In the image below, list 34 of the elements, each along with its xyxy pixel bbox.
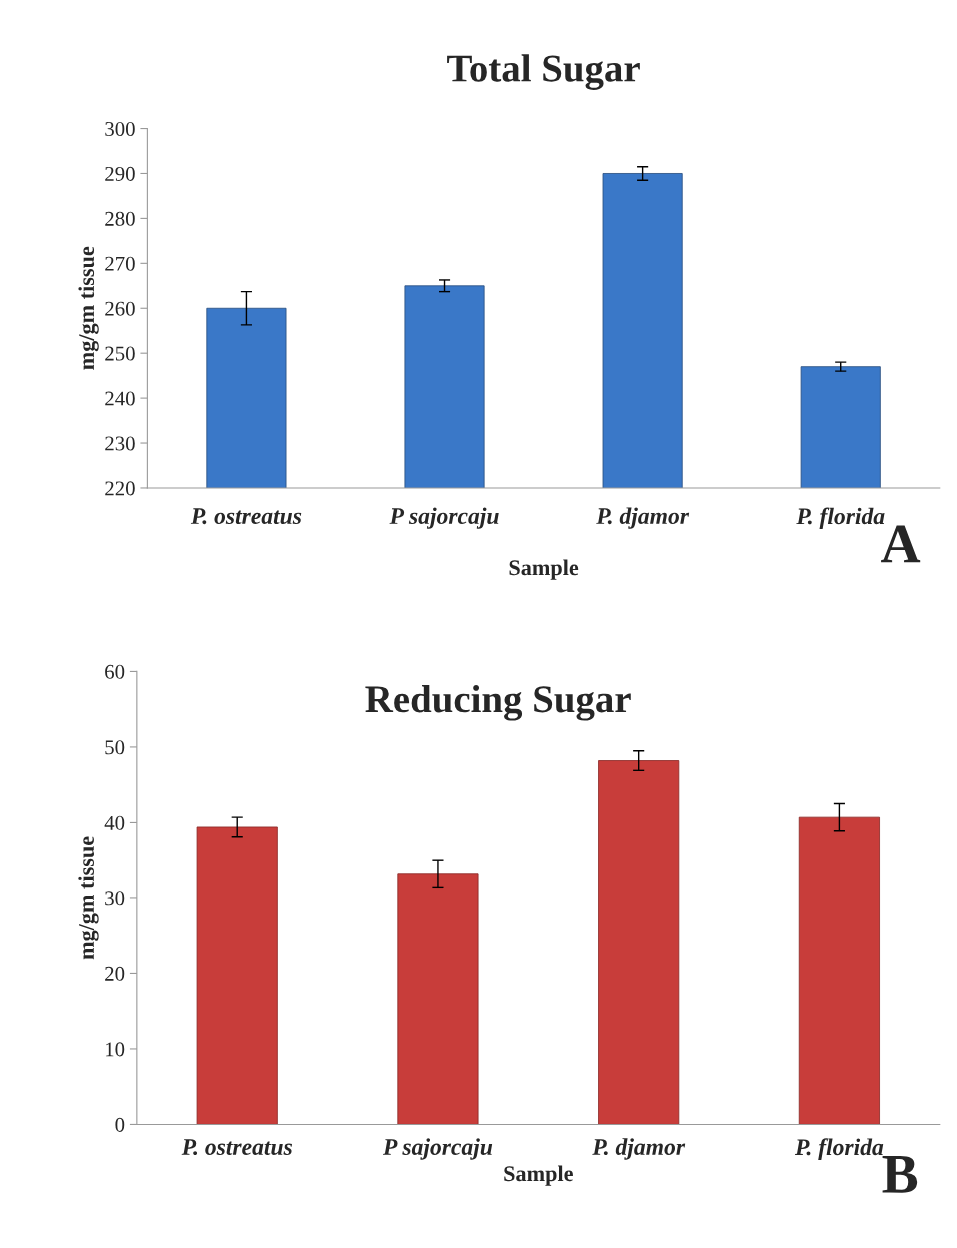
x-tick-label: P sajorcaju (389, 507, 499, 529)
y-tick-label: 260 (105, 301, 135, 316)
x-tick-label: P. ostreatus (190, 508, 302, 525)
x-tick-label: P. ostreatus (181, 1139, 293, 1156)
y-tick-label: 250 (105, 346, 135, 361)
y-tick-label: 240 (105, 391, 135, 406)
x-axis-title: Sample (509, 559, 579, 580)
bar (798, 816, 880, 1125)
y-tick-label: 290 (105, 166, 135, 181)
x-tick-label: P. djamor (592, 1138, 686, 1160)
y-tick-label: 300 (105, 121, 135, 136)
y-axis-title: mg/gm tissue (78, 836, 99, 960)
text: B (882, 1156, 918, 1193)
y-tick-label: 50 (105, 740, 125, 755)
y-tick-label: 10 (106, 1042, 125, 1057)
chart-title: Reducing Sugar (365, 685, 631, 721)
x-tick-label: P. florida (795, 1138, 884, 1160)
y-tick-label: 220 (105, 481, 135, 496)
x-tick-label: P sajorcaju (382, 1138, 493, 1160)
y-axis-title: mg/gm tissue (78, 246, 99, 370)
y-tick-label: 230 (105, 436, 135, 451)
bar (598, 760, 680, 1125)
bar (397, 873, 479, 1125)
x-axis-title: Sample (504, 1165, 573, 1186)
x-tick-label: P. djamor (596, 507, 690, 529)
y-tick-label: 280 (105, 211, 135, 226)
y-tick-label: 40 (104, 815, 125, 830)
y-tick-label: 0 (115, 1117, 125, 1132)
y-tick-label: 30 (105, 891, 125, 906)
bar (196, 826, 278, 1125)
chart-title: Total Sugar (447, 54, 640, 90)
y-tick-label: 60 (105, 664, 125, 679)
y-tick-label: 20 (105, 966, 125, 981)
y-tick-label: 270 (105, 256, 135, 271)
